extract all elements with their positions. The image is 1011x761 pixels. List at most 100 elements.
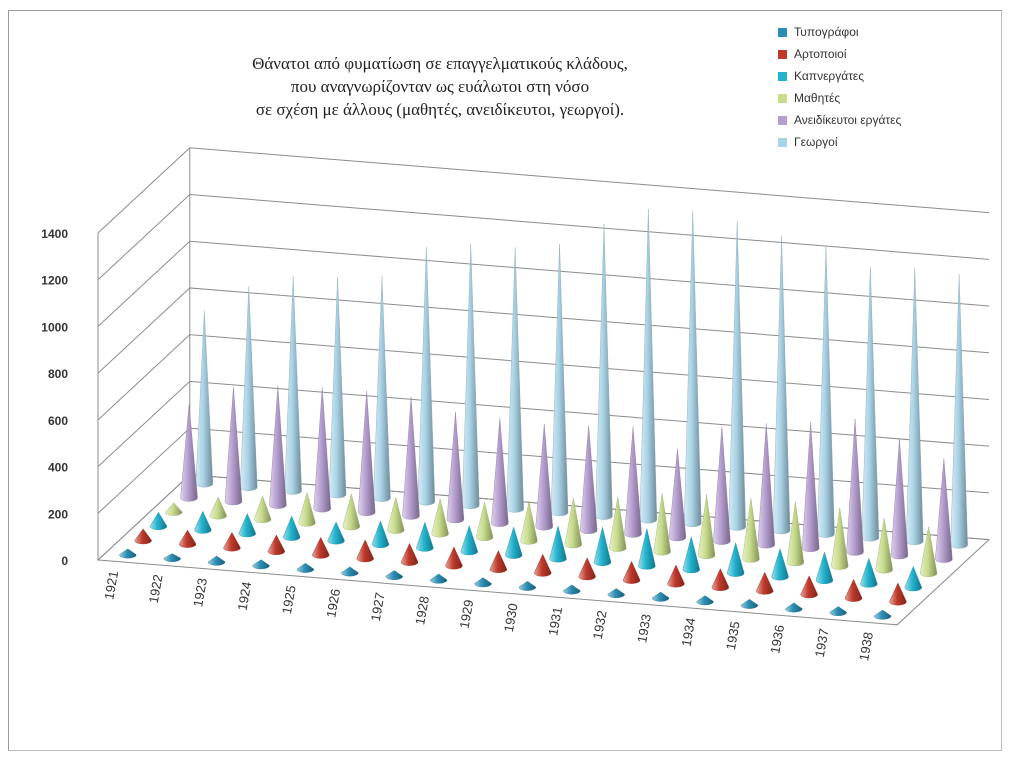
cone-mark <box>772 236 791 535</box>
cone-mark <box>402 396 420 520</box>
cone-body <box>711 568 730 591</box>
chart-floor <box>96 474 991 626</box>
cone-mark <box>578 557 596 581</box>
cone-mark <box>149 511 168 530</box>
cone-mark <box>740 599 759 609</box>
legend-item: Τυπογράφοι <box>775 21 1000 43</box>
cone-body <box>240 286 258 491</box>
cone-mark <box>875 518 893 574</box>
cone-body <box>342 493 361 531</box>
cone-body <box>935 458 953 563</box>
cone-body <box>549 525 567 563</box>
cone-body <box>489 550 508 573</box>
x-tick-label: 1938 <box>856 631 876 662</box>
cone-mark <box>284 276 302 495</box>
cone-mark <box>341 566 359 577</box>
cone-mark <box>267 534 286 555</box>
gridline <box>97 334 990 421</box>
x-tick-label: 1932 <box>590 609 610 640</box>
cone-mark <box>535 423 553 531</box>
cone-mark <box>563 584 581 595</box>
cone-body <box>622 560 641 584</box>
cone-body <box>728 220 746 531</box>
cone-body <box>165 502 183 516</box>
cone-mark <box>313 387 331 513</box>
cone-body <box>518 581 537 591</box>
chart-title-line-3: σε σχέση με άλλους (μαθητές, ανειδίκευτο… <box>255 100 625 119</box>
cone-mark <box>771 547 789 581</box>
cone-body <box>267 534 286 555</box>
cone-mark <box>224 387 243 506</box>
cone-body <box>341 566 359 577</box>
cone-mark <box>327 521 345 545</box>
cone-mark <box>491 417 509 527</box>
cone-mark <box>520 501 538 545</box>
cone-mark <box>906 268 924 545</box>
cone-mark <box>728 220 746 531</box>
cone-mark <box>462 243 480 509</box>
cone-mark <box>684 210 702 527</box>
cone-mark <box>223 532 241 552</box>
cone-body <box>284 276 302 495</box>
cone-mark <box>817 246 835 538</box>
cone-body <box>786 501 805 567</box>
cone-body <box>684 210 702 527</box>
cone-body <box>579 425 598 534</box>
cone-body <box>209 496 227 520</box>
cone-mark <box>387 496 405 534</box>
cone-body <box>682 536 700 574</box>
cone-body <box>506 247 524 513</box>
cone-body <box>873 609 892 620</box>
cone-body <box>785 602 803 613</box>
cone-mark <box>950 273 968 549</box>
cone-mark <box>475 502 494 541</box>
cone-body <box>328 277 347 499</box>
cone-mark <box>935 458 953 563</box>
cone-mark <box>800 575 818 599</box>
cone-mark <box>180 404 198 502</box>
x-tick-label: 1930 <box>501 602 521 633</box>
cone-body <box>180 404 198 502</box>
cone-body <box>491 417 509 527</box>
cone-body <box>298 491 316 527</box>
x-tick-label: 1934 <box>679 617 699 648</box>
cone-body <box>371 520 390 548</box>
cone-mark <box>696 595 714 606</box>
cone-mark <box>844 578 863 602</box>
cone-body <box>564 497 583 549</box>
cone-body <box>638 528 656 570</box>
cone-mark <box>668 448 687 542</box>
legend-item: Καπνεργάτες <box>775 65 1000 87</box>
cone-body <box>149 511 168 530</box>
cone-body <box>817 246 835 538</box>
cone-mark <box>607 588 625 598</box>
chart-frame <box>8 10 1002 751</box>
chart-legend: Τυπογράφοι Αρτοποιοί Καπνεργάτες Μαθητές… <box>775 21 1000 153</box>
cone-mark <box>697 494 716 559</box>
cone-mark <box>638 528 656 570</box>
x-tick-label: 1921 <box>101 570 121 601</box>
cone-mark <box>253 495 272 523</box>
cone-mark <box>742 498 760 563</box>
cone-body <box>875 518 893 574</box>
cone-mark <box>639 209 658 524</box>
cone-mark <box>756 571 774 595</box>
cone-body <box>520 501 538 545</box>
cone-body <box>385 570 403 580</box>
cone-body <box>607 588 625 598</box>
cone-mark <box>385 570 403 580</box>
cone-mark <box>165 502 183 516</box>
cone-body <box>356 539 374 563</box>
gridline <box>97 287 990 374</box>
cone-mark <box>373 276 391 502</box>
cone-body <box>327 521 345 545</box>
cone-mark <box>474 577 492 588</box>
cone-body <box>651 591 670 602</box>
legend-swatch <box>778 115 787 125</box>
legend-item: Αρτοποιοί <box>775 43 1000 65</box>
cone-body <box>861 266 880 542</box>
cone-body <box>829 606 847 616</box>
legend-swatch <box>778 71 787 81</box>
cone-body <box>445 546 463 570</box>
cone-body <box>416 521 434 552</box>
